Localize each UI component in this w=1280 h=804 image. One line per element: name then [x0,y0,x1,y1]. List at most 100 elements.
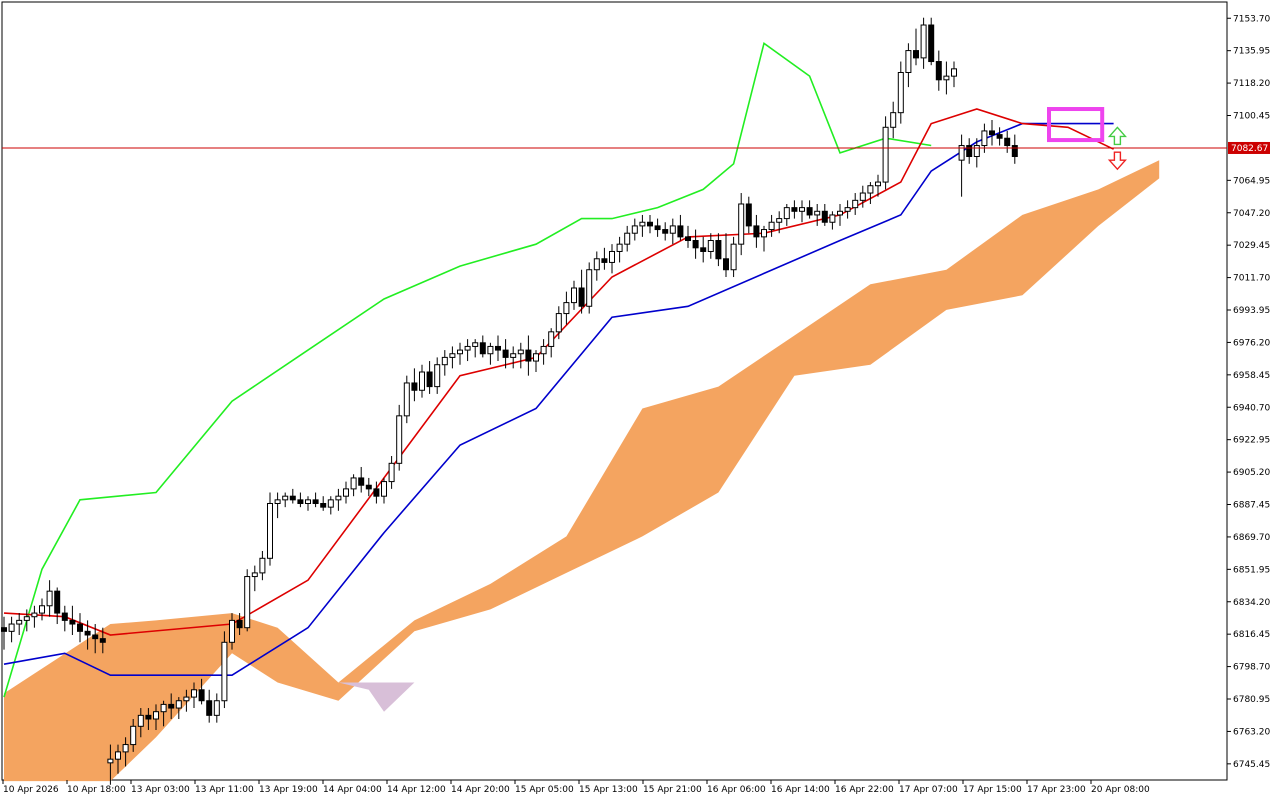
candle [821,203,828,226]
candle [312,492,319,508]
candle-body [540,345,547,355]
candle-body [403,382,410,417]
candle-body [236,619,243,629]
candle-body [799,207,805,212]
y-tick-label: 6763.20 [1233,727,1270,737]
candle [783,203,790,226]
candle [122,737,129,767]
candle [685,225,691,248]
candle [669,218,676,245]
y-tick-label: 7100.45 [1233,112,1270,122]
x-tick-label: 17 Apr 07:00 [899,785,958,795]
candle [434,357,441,394]
x-tick-label: 17 Apr 23:00 [1027,785,1086,795]
candle-body [320,502,327,508]
candle [77,613,83,643]
candle-body [221,641,228,702]
candle-body [700,247,707,252]
price-tag-label: 7082.67 [1231,144,1268,154]
candle [829,211,836,230]
candle-body [943,75,950,81]
candle [343,481,349,504]
candle-body [654,225,661,231]
ichimoku-cloud [4,160,1160,782]
x-tick-label: 14 Apr 20:00 [451,785,510,795]
candle-body [563,302,570,315]
candle [251,565,258,592]
candle-body [707,240,714,252]
candle [388,456,395,489]
candle [525,335,532,376]
y-tick-label: 7064.95 [1233,176,1270,186]
candle-body [973,145,980,158]
candle-body [669,225,676,234]
candle-body [495,345,501,351]
candle [130,719,137,752]
y-tick-label: 6869.70 [1233,533,1270,543]
y-tick-label: 6993.95 [1233,306,1270,316]
candle-body [350,477,357,490]
candle-body [510,353,517,358]
candle-body [274,499,281,504]
candle-body [571,287,577,304]
candle-body [852,199,859,209]
candle [715,233,722,267]
arrow-up-icon [1107,126,1127,146]
candle [282,492,289,508]
candle [867,182,874,204]
candle-body [875,181,881,187]
candle-body [616,243,623,252]
y-tick-label: 7047.20 [1233,209,1270,219]
candle-body [1,627,7,632]
candle-body [1011,145,1018,158]
candle-body [388,462,395,483]
candle [586,262,593,314]
candle-body [578,287,585,307]
candle [175,697,182,720]
y-tick-label: 6780.95 [1233,695,1270,705]
candle [723,233,729,278]
candle [115,744,121,774]
candle-body [958,145,965,161]
candle [563,291,570,325]
y-tick-label: 6887.45 [1233,501,1270,511]
candle-body [396,415,403,464]
candle [396,404,403,471]
candle [593,251,600,281]
candle [46,580,53,617]
y-tick-label: 6958.45 [1233,371,1270,381]
candle [274,492,281,519]
candle [426,361,433,394]
x-tick-label: 16 Apr 22:00 [835,785,894,795]
candle [259,550,266,581]
candle-body [487,345,494,355]
candle-body [213,700,220,716]
candle [183,689,190,712]
candle [662,222,669,241]
candle-body [153,711,159,720]
candle-body [844,207,851,212]
candle [814,203,821,226]
candle-body [662,229,669,234]
candle-body [897,71,904,114]
candle [799,200,805,223]
y-tick-label: 6745.45 [1233,760,1270,770]
candle [753,214,760,248]
candle-body [16,619,23,625]
candle-body [175,700,182,709]
cloud-bullish [4,160,1160,782]
candle [229,613,235,650]
candle [859,185,866,208]
candle [327,496,334,515]
candle [905,43,912,88]
candle [761,225,767,252]
y-tick-label: 6940.70 [1233,403,1270,413]
candle [928,17,935,66]
candle-body [115,751,121,760]
candle [23,609,30,632]
candle-body [46,590,53,607]
candle-body [267,502,273,559]
candle-body [335,495,342,501]
candle-body [419,371,425,391]
candle-body [84,630,91,636]
